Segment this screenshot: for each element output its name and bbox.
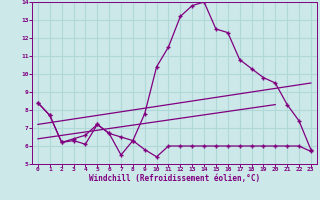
X-axis label: Windchill (Refroidissement éolien,°C): Windchill (Refroidissement éolien,°C)	[89, 174, 260, 183]
